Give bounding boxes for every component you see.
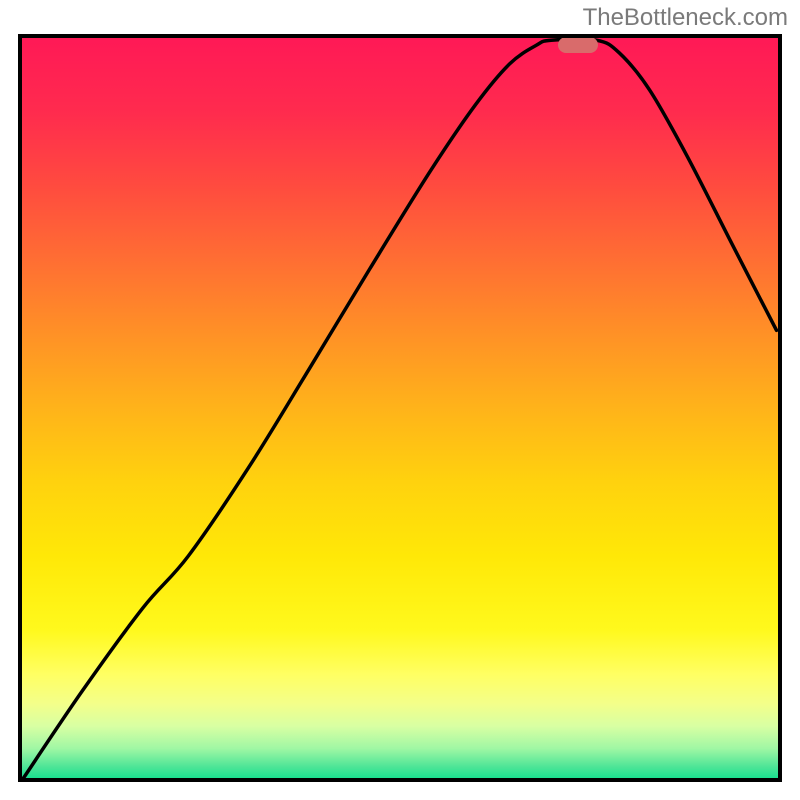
watermark-text: TheBottleneck.com xyxy=(583,4,788,32)
curve-line xyxy=(22,38,778,778)
plot-area xyxy=(22,38,778,778)
valley-marker xyxy=(558,37,598,53)
chart-container: { "watermark": { "text": "TheBottleneck.… xyxy=(0,0,800,800)
curve-path xyxy=(24,39,777,778)
